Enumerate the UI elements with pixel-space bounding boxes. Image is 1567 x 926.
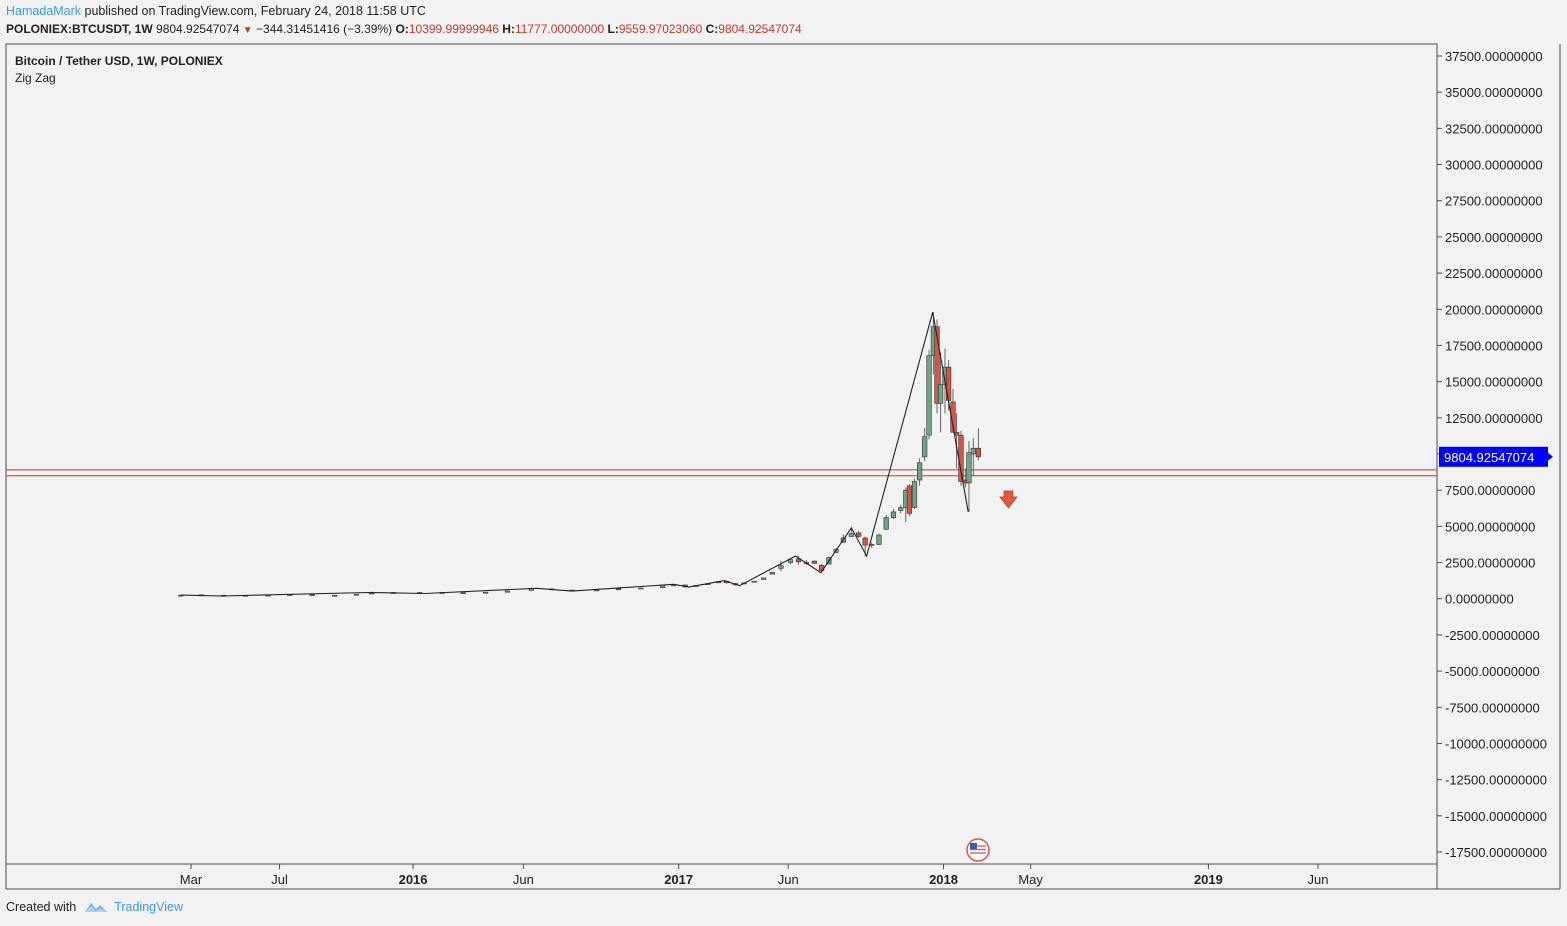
- x-tick-label: Jun: [513, 872, 534, 887]
- candle: [483, 591, 489, 594]
- candle: [769, 571, 775, 575]
- candle: [876, 533, 882, 546]
- down-triangle-icon: ▼: [242, 25, 253, 36]
- candle: [898, 504, 904, 514]
- candle: [966, 440, 972, 512]
- candle: [778, 561, 784, 572]
- candle: [848, 527, 854, 538]
- author-link[interactable]: HamadaMark: [6, 4, 82, 18]
- down-arrow-signal-icon[interactable]: [999, 490, 1018, 509]
- x-tick-label: 2017: [664, 872, 693, 887]
- y-tick-label: 12500.00000000: [1445, 411, 1543, 426]
- y-tick-label: -7500.00000000: [1445, 700, 1540, 715]
- tradingview-logo-icon[interactable]: [84, 900, 108, 914]
- x-tick-label: Jun: [1308, 872, 1329, 887]
- candle: [922, 427, 928, 462]
- candle: [906, 484, 913, 517]
- candle: [332, 594, 338, 597]
- publish-line: HamadaMark published on TradingView.com,…: [6, 4, 426, 18]
- candle: [309, 594, 315, 596]
- y-tick-label: 22500.00000000: [1445, 266, 1543, 281]
- y-tick-label: -15000.00000000: [1445, 809, 1547, 824]
- close-value: 9804.92547074: [718, 22, 802, 36]
- candle: [950, 388, 956, 433]
- low-value: 9559.97023060: [618, 22, 703, 36]
- y-tick-label: 17500.00000000: [1445, 338, 1543, 353]
- y-tick-label: 15000.00000000: [1445, 375, 1543, 390]
- symbol-label: POLONIEX:BTCUSDT, 1W: [6, 22, 153, 36]
- candle: [856, 530, 862, 538]
- last-price-label: 9804.92547074: [1439, 446, 1553, 467]
- candle: [353, 593, 360, 596]
- candle: [883, 514, 889, 530]
- x-tick-label: Jun: [778, 872, 799, 887]
- y-tick-label: -2500.00000000: [1445, 628, 1540, 643]
- candle: [975, 428, 981, 461]
- open-value: 10399.99999946: [408, 22, 499, 36]
- us-flag-event-icon[interactable]: [966, 838, 990, 862]
- x-tick-label: 2019: [1194, 872, 1223, 887]
- candle: [926, 349, 932, 440]
- y-tick-label: 5000.00000000: [1445, 519, 1535, 534]
- y-tick-label: 30000.00000000: [1445, 158, 1543, 173]
- last-value: 9804.92547074: [156, 22, 240, 36]
- candle: [460, 592, 466, 594]
- candle: [760, 577, 767, 580]
- y-tick-label: -12500.00000000: [1445, 773, 1547, 788]
- y-tick-label: -17500.00000000: [1445, 845, 1547, 860]
- y-tick-label: 20000.00000000: [1445, 302, 1543, 317]
- footer: Created with TradingView: [6, 900, 183, 914]
- candle: [938, 352, 944, 433]
- candle: [638, 587, 644, 590]
- candle: [751, 580, 757, 583]
- x-tick-label: May: [1018, 872, 1043, 887]
- y-tick-label: 0.00000000: [1445, 592, 1514, 607]
- chart-legend: Bitcoin / Tether USD, 1W, POLONIEX Zig Z…: [15, 53, 223, 87]
- y-tick-label: 27500.00000000: [1445, 194, 1543, 209]
- zigzag-line: [180, 312, 969, 597]
- candle: [795, 555, 802, 565]
- candle: [916, 458, 923, 486]
- high-value: 11777.00000000: [514, 22, 605, 36]
- tradingview-link[interactable]: TradingView: [114, 900, 183, 914]
- open-label: O:: [395, 22, 409, 36]
- ohlc-line: POLONIEX:BTCUSDT, 1W 9804.92547074 ▼ −34…: [6, 22, 802, 36]
- x-tick-label: 2018: [929, 872, 958, 887]
- y-tick-label: 7500.00000000: [1445, 483, 1535, 498]
- low-label: L:: [607, 22, 619, 36]
- indicator-name[interactable]: Zig Zag: [15, 71, 56, 85]
- x-tick-label: Jul: [271, 872, 288, 887]
- y-tick-label: 2500.00000000: [1445, 556, 1535, 571]
- publish-info: published on TradingView.com, February 2…: [84, 4, 426, 18]
- y-tick-label: 35000.00000000: [1445, 85, 1543, 100]
- close-label: C:: [705, 22, 719, 36]
- last-price-text: 9804.92547074: [1444, 450, 1534, 465]
- candle: [504, 590, 511, 593]
- candle: [911, 478, 918, 509]
- y-tick-label: 37500.00000000: [1445, 49, 1543, 64]
- y-tick-label: -5000.00000000: [1445, 664, 1540, 679]
- candle: [811, 560, 817, 564]
- created-with-text: Created with: [6, 900, 77, 914]
- y-tick-label: 25000.00000000: [1445, 230, 1543, 245]
- high-label: H:: [502, 22, 515, 36]
- candle: [970, 438, 976, 476]
- y-tick-label: 32500.00000000: [1445, 121, 1543, 136]
- x-tick-label: 2016: [399, 872, 428, 887]
- y-tick-label: -10000.00000000: [1445, 736, 1547, 751]
- change-value: −344.31451416 (−3.39%): [256, 22, 393, 36]
- series-title[interactable]: Bitcoin / Tether USD, 1W, POLONIEX: [15, 54, 223, 68]
- candle: [615, 588, 622, 591]
- candle: [890, 508, 897, 520]
- x-tick-label: Mar: [180, 872, 203, 887]
- plot-area-border: [5, 43, 1438, 865]
